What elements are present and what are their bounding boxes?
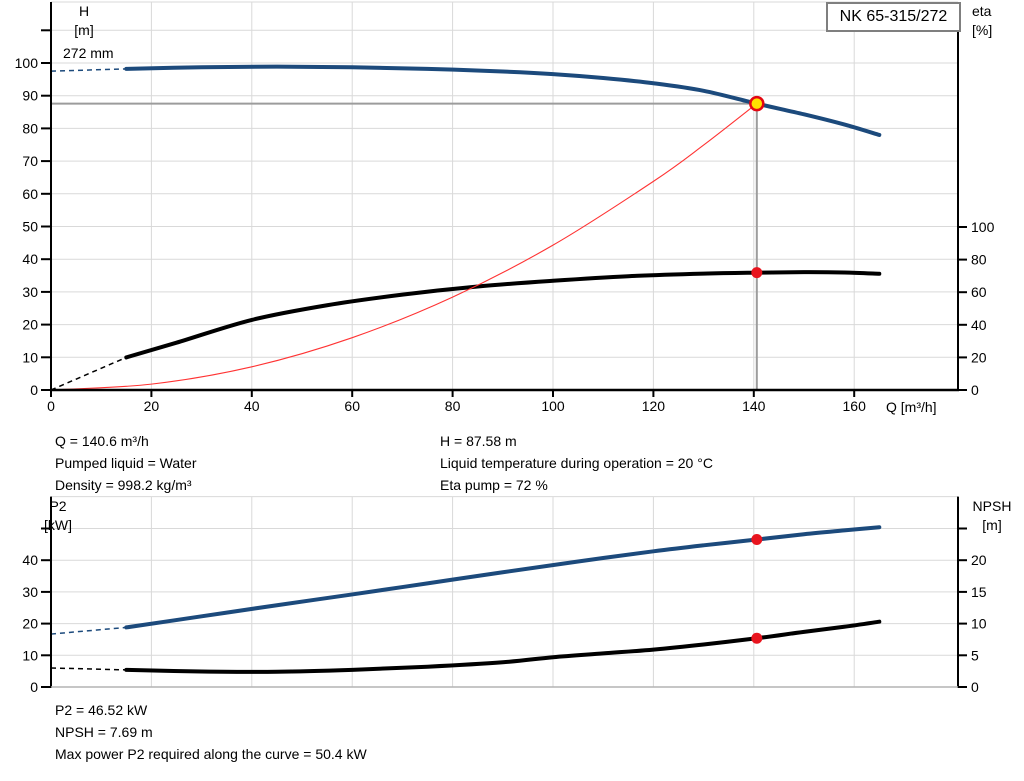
x-tick-label: 160 — [843, 398, 867, 414]
info-p2: P2 = 46.52 kW — [55, 702, 148, 718]
left-tick-label: 20 — [22, 317, 38, 333]
right-tick-label: 60 — [971, 284, 987, 300]
npsh-curve — [124, 619, 882, 674]
npsh-axis-label-line2: [m] — [982, 517, 1002, 533]
h-axis-label-line2: [m] — [74, 22, 94, 38]
left-tick-label: 0 — [30, 679, 38, 695]
info-npsh: NPSH = 7.69 m — [55, 724, 153, 740]
right-tick-label: 10 — [971, 616, 987, 632]
info-pumped-liquid: Pumped liquid = Water — [55, 455, 197, 471]
lower-chart: 0 10 20 30 40 0 5 10 15 20 — [22, 496, 987, 695]
info-liquid-temperature: Liquid temperature during operation = 20… — [440, 455, 713, 471]
duty-info-left: Q = 140.6 m³/h Pumped liquid = Water Den… — [55, 430, 197, 496]
p2-axis-label-line2: [kW] — [44, 517, 72, 533]
left-tick-label: 90 — [22, 88, 38, 104]
h-axis-label-line1: H — [78, 3, 90, 19]
left-tick-label: 20 — [22, 616, 38, 632]
right-tick-label: 20 — [971, 552, 987, 568]
upper-chart-grid — [51, 1, 958, 390]
head-curve — [124, 64, 882, 137]
right-tick-label: 0 — [971, 382, 979, 398]
p2-curve-dashed-lead — [50, 626, 127, 635]
left-tick-label: 10 — [22, 349, 38, 365]
right-tick-label: 40 — [971, 317, 987, 333]
duty-point[interactable] — [749, 95, 765, 112]
p2-axis-label-line1: P2 — [49, 498, 67, 514]
eta-axis-label: eta [%] — [972, 2, 1022, 40]
npsh-point — [751, 632, 763, 644]
upper-chart-axes — [50, 2, 959, 392]
left-tick-label: 30 — [22, 284, 38, 300]
head-curve-dashed-lead — [50, 68, 127, 72]
p2-curve — [124, 525, 882, 630]
left-tick-label: 30 — [22, 584, 38, 600]
left-tick-label: 40 — [22, 251, 38, 267]
efficiency-curve-dashed-lead — [50, 356, 127, 391]
power-info: P2 = 46.52 kW NPSH = 7.69 m Max power P2… — [55, 699, 367, 765]
x-tick-label: 140 — [742, 398, 766, 414]
x-tick-label: 80 — [445, 398, 461, 414]
lower-chart-grid — [51, 496, 958, 687]
left-tick-label: 80 — [22, 120, 38, 136]
info-density: Density = 998.2 kg/m³ — [55, 477, 192, 493]
right-tick-label: 15 — [971, 584, 987, 600]
info-max-power: Max power P2 required along the curve = … — [55, 746, 367, 762]
impeller-diameter-label: 272 mm — [63, 45, 114, 61]
x-tick-label: 120 — [642, 398, 666, 414]
left-tick-label: 40 — [22, 552, 38, 568]
efficiency-point — [751, 267, 763, 279]
npsh-axis-label: NPSH [m] — [964, 497, 1020, 535]
left-tick-label: 50 — [22, 219, 38, 235]
right-tick-label: 100 — [971, 219, 995, 235]
x-tick-label: 60 — [344, 398, 360, 414]
x-tick-label: 0 — [47, 398, 55, 414]
left-tick-label: 100 — [15, 55, 39, 71]
pump-type-box: NK 65-315/272 — [826, 2, 961, 32]
system-curve — [50, 103, 758, 391]
left-tick-label: 70 — [22, 153, 38, 169]
right-tick-label: 5 — [971, 647, 979, 663]
left-tick-label: 60 — [22, 186, 38, 202]
eta-axis-label-line1: eta — [972, 3, 992, 19]
info-eta-pump: Eta pump = 72 % — [440, 477, 548, 493]
h-axis-label: H [m] — [62, 2, 106, 40]
left-tick-label: 10 — [22, 647, 38, 663]
npsh-axis-label-line1: NPSH — [972, 498, 1012, 514]
p2-axis-label: P2 [kW] — [28, 497, 88, 535]
left-tick-label: 0 — [30, 382, 38, 398]
upper-chart: 0 10 20 30 40 50 60 70 80 90 100 0 20 40 60 80 100 0 20 40 6… — [15, 1, 995, 414]
x-tick-label: 20 — [144, 398, 160, 414]
npsh-curve-dashed-lead — [50, 667, 127, 671]
lower-chart-ticks: 0 10 20 30 40 0 5 10 15 20 — [22, 527, 987, 695]
info-h: H = 87.58 m — [440, 433, 517, 449]
right-tick-label: 80 — [971, 252, 987, 268]
eta-axis-label-line2: [%] — [972, 22, 993, 38]
efficiency-curve — [124, 270, 882, 360]
x-tick-label: 100 — [541, 398, 565, 414]
right-tick-label: 20 — [971, 349, 987, 365]
duty-info-right: H = 87.58 m Liquid temperature during op… — [440, 430, 713, 496]
right-tick-label: 0 — [971, 679, 979, 695]
duty-crosshair — [51, 102, 758, 390]
info-q: Q = 140.6 m³/h — [55, 433, 149, 449]
q-axis-label: Q [m³/h] — [886, 399, 937, 415]
x-tick-label: 40 — [244, 398, 260, 414]
p2-point — [751, 534, 763, 546]
upper-chart-ticks: 0 10 20 30 40 50 60 70 80 90 100 0 20 40 60 80 100 0 20 40 6… — [15, 29, 995, 414]
